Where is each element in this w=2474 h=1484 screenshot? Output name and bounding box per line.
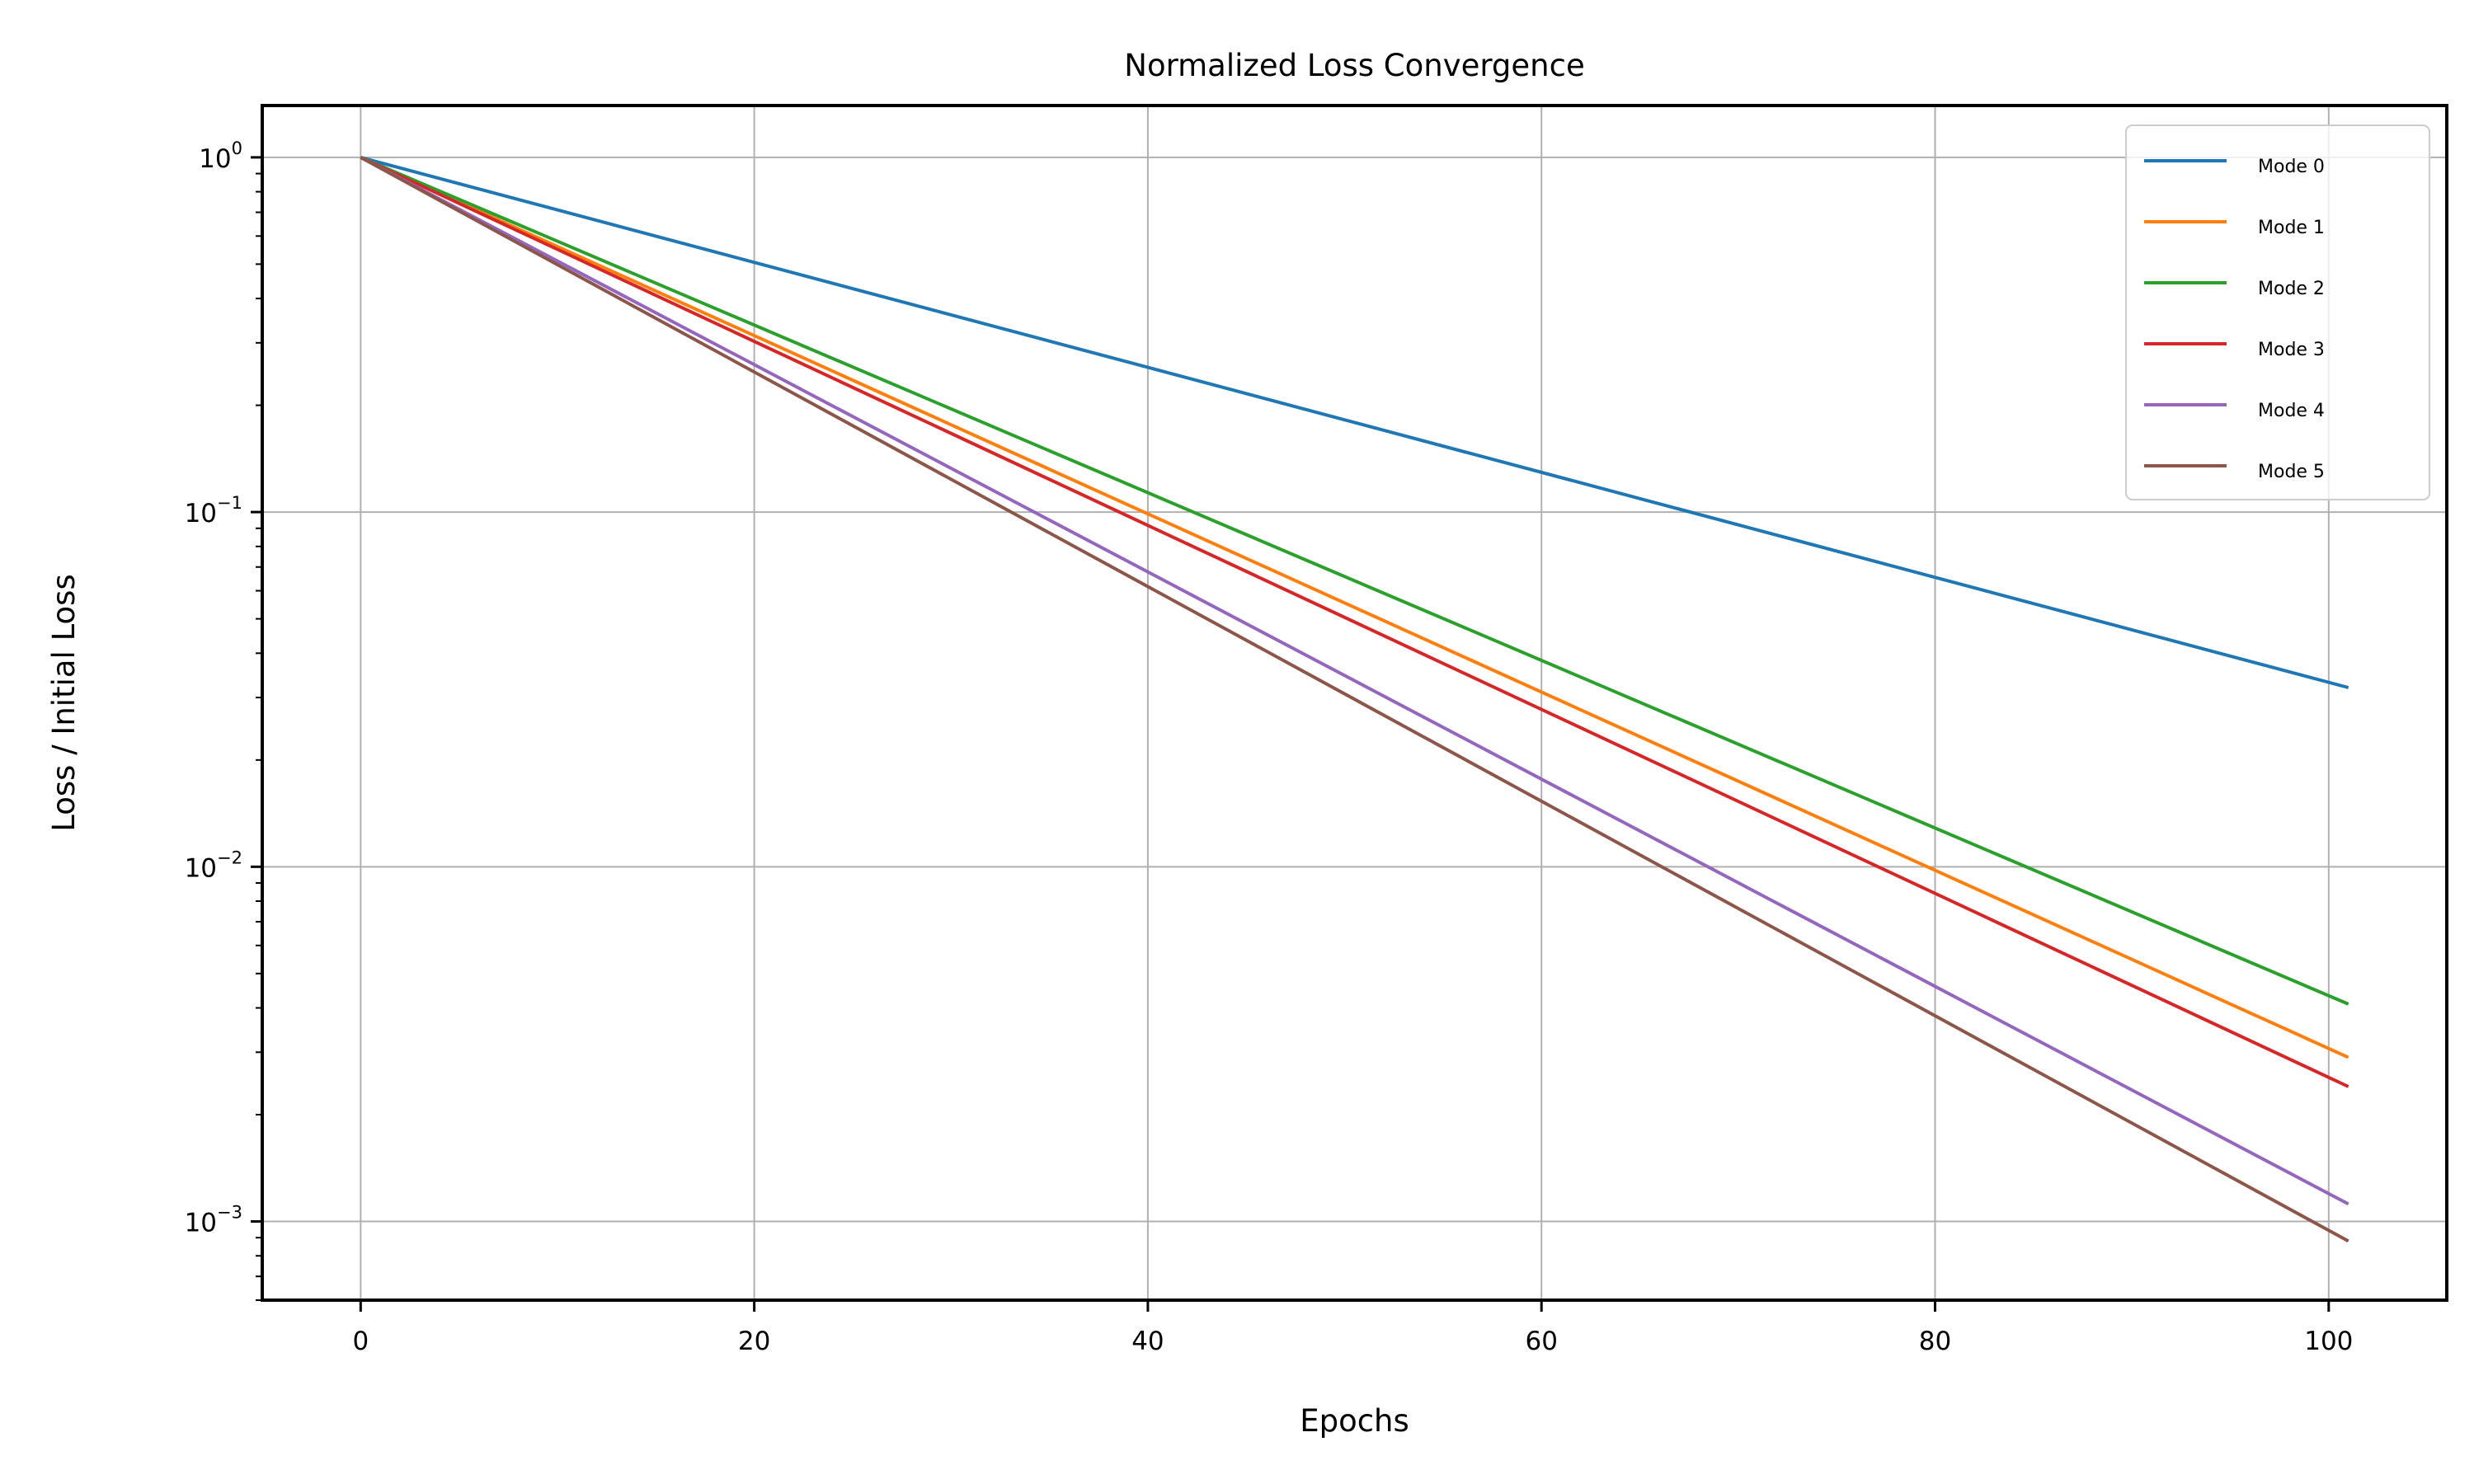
series-lines [360,155,2349,1243]
legend-label: Mode 5 [2258,462,2325,482]
series-line [360,156,2349,1059]
y-axis-label: Loss / Initial Loss [46,574,82,831]
legend: Mode 0 Mode 1 Mode 2 Mode 3 Mode 4 Mode 5 [2125,124,2430,500]
legend-label: Mode 2 [2258,279,2325,299]
legend-label: Mode 4 [2258,401,2325,421]
x-tick-label: 0 [352,1327,369,1356]
x-tick-label: 20 [738,1327,770,1356]
x-tick-label: 60 [1525,1327,1557,1356]
legend-label: Mode 3 [2258,340,2325,360]
x-tick-label: 40 [1131,1327,1164,1356]
y-tick-label: 100 [199,139,242,174]
series-line [360,156,2349,1206]
x-axis-label: Epochs [1300,1403,1409,1439]
y-tick-label: 10−2 [185,848,242,883]
chart-title: Normalized Loss Convergence [1124,48,1584,83]
legend-box [2125,124,2430,500]
y-tick-label: 10−3 [185,1203,242,1238]
plot-frame [261,104,2448,1302]
series-line [360,156,2349,1006]
legend-label: Mode 1 [2258,218,2325,238]
axis-ticks: 0 20 40 60 80 100 100 10−1 10−2 10−3 [185,139,2354,1356]
series-line [360,155,2349,689]
x-tick-label: 100 [2304,1327,2353,1356]
y-tick-label: 10−1 [185,493,242,528]
series-line [360,156,2349,1243]
legend-label: Mode 0 [2258,157,2325,177]
series-line [360,156,2349,1088]
x-tick-label: 80 [1919,1327,1951,1356]
